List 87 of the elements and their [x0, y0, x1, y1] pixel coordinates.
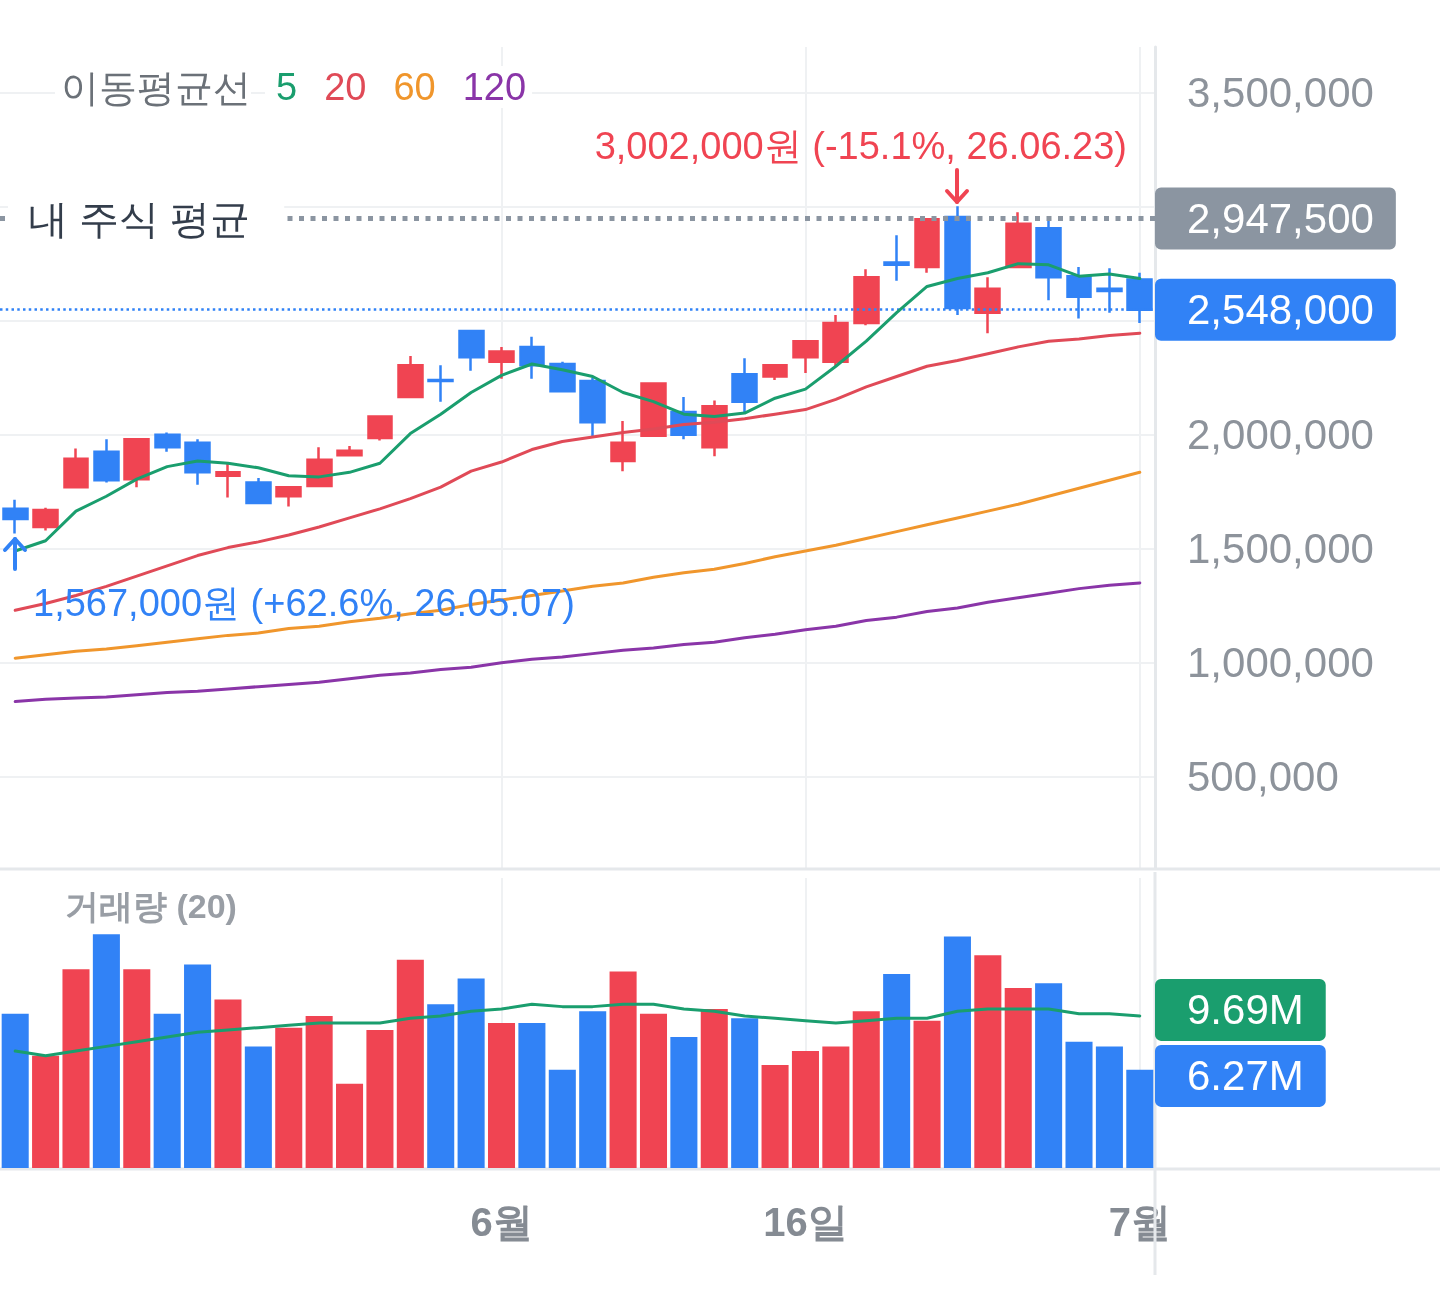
bar [62, 969, 90, 1168]
candlestick [1035, 219, 1062, 302]
candlestick [1005, 211, 1032, 270]
candlestick [32, 506, 59, 532]
x-tick-label: 6월 [470, 1200, 533, 1244]
candlestick [2, 498, 29, 535]
text: 6.27M [1187, 1052, 1304, 1100]
bar [548, 1069, 576, 1168]
candlestick [974, 276, 1001, 335]
bar [32, 1055, 60, 1168]
bar [244, 1046, 272, 1168]
bar [670, 1037, 698, 1168]
text: 5 [276, 66, 298, 108]
bar [92, 934, 120, 1168]
bar [184, 964, 212, 1168]
y-tick-label: 2,000,000 [1187, 411, 1374, 459]
bar [943, 936, 971, 1168]
bar [639, 1013, 668, 1168]
candlestick [63, 447, 89, 489]
bar [579, 1011, 607, 1168]
candlestick [792, 338, 819, 375]
text: 20 [324, 66, 367, 108]
bar [883, 973, 911, 1168]
bar [913, 1020, 941, 1168]
candlestick [458, 329, 485, 373]
text: 9.69M [1187, 986, 1304, 1034]
y-tick-label: 500,000 [1187, 753, 1339, 801]
candlestick [579, 376, 606, 439]
candlestick [610, 419, 636, 473]
bar [336, 1083, 364, 1168]
candlestick [883, 233, 910, 283]
text: 2,548,000 [1187, 286, 1374, 334]
candlestick [123, 436, 150, 489]
text: 120 [462, 66, 527, 108]
text: 2,947,500 [1187, 195, 1374, 243]
bar [214, 999, 242, 1168]
bar [822, 1046, 850, 1168]
candlestick [245, 476, 272, 505]
bar [1095, 1046, 1123, 1168]
bar [123, 969, 151, 1168]
candlestick [519, 335, 545, 381]
bar [1, 1013, 29, 1168]
bar [609, 971, 637, 1168]
bar [427, 1004, 455, 1168]
bar [305, 1015, 333, 1168]
bar [974, 955, 1002, 1168]
candlestick [397, 354, 424, 399]
y-tick-label: 1,000,000 [1187, 639, 1374, 687]
bar [518, 1023, 546, 1168]
bar [1004, 987, 1032, 1168]
line-series [13, 470, 1142, 660]
bar [153, 1013, 181, 1168]
candlestick [367, 415, 393, 442]
candlestick [822, 313, 849, 368]
ref-line-label: 내 주식 평균 [28, 196, 251, 241]
bar [852, 1011, 880, 1168]
y-tick-label: 3,500,000 [1187, 69, 1374, 117]
candlestick [336, 444, 363, 458]
candlestick [184, 438, 211, 487]
candlestick [93, 438, 120, 484]
chart-title: 거래량 (20) [65, 887, 237, 925]
bar [761, 1065, 789, 1168]
y-tick-label: 1,500,000 [1187, 525, 1374, 573]
candlestick [731, 357, 758, 414]
candlestick [154, 431, 181, 454]
bar [457, 978, 485, 1168]
candlestick [488, 345, 515, 381]
bar [1126, 1069, 1154, 1168]
bar [1035, 983, 1063, 1168]
bar [275, 1027, 303, 1168]
bar [396, 959, 424, 1168]
bar [1065, 1041, 1093, 1168]
annotation: 3,002,000원 (-15.1%, 26.06.23) [594, 125, 1128, 168]
x-tick-label: 16일 [763, 1200, 848, 1244]
bar [700, 1008, 728, 1168]
candlestick [762, 362, 788, 382]
candlestick [914, 217, 940, 275]
legend-title: 이동평균선 [61, 67, 251, 109]
bar [366, 1030, 394, 1168]
candlestick [427, 363, 454, 403]
line-series [13, 581, 1142, 704]
text: 60 [393, 66, 436, 108]
candlestick [275, 485, 302, 508]
bar [791, 1051, 819, 1168]
bar [487, 1023, 516, 1168]
candlestick [853, 268, 880, 327]
bar [731, 1018, 759, 1168]
